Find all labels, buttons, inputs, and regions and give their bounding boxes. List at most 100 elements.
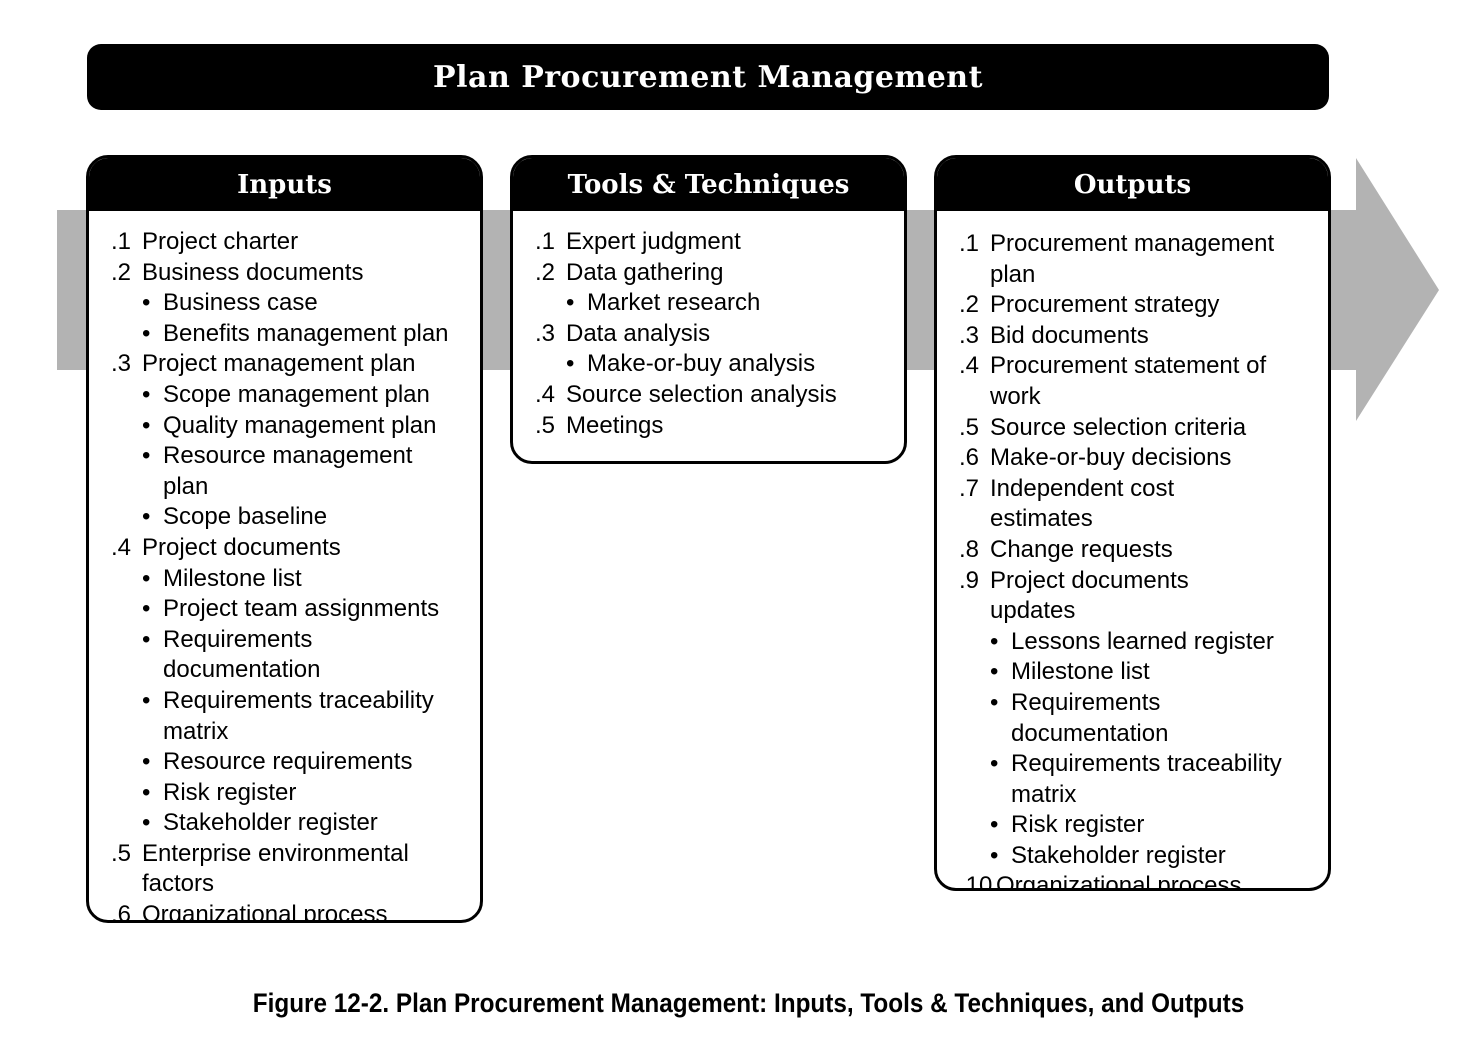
list-item: .8 Change requests bbox=[937, 535, 1328, 566]
item-text: Source selection criteria bbox=[990, 413, 1247, 441]
list-item: .5 Meetings bbox=[513, 411, 904, 442]
item-number: .3 bbox=[535, 319, 556, 347]
list-subitem: • Risk register bbox=[89, 778, 480, 809]
inputs-heading: Inputs bbox=[237, 169, 332, 200]
figure-caption: Figure 12-2. Plan Procurement Management… bbox=[252, 988, 1245, 1018]
item-text: Project documents updates bbox=[990, 566, 1189, 625]
inputs-box: Inputs .1 Project charter .2 Business docum… bbox=[86, 155, 483, 923]
bullet-icon: • bbox=[142, 595, 151, 623]
item-number: .5 bbox=[111, 839, 132, 867]
list-subitem: • Project team assignments bbox=[89, 594, 480, 625]
subitem-text: Business case bbox=[163, 289, 318, 317]
list-subitem: • Scope baseline bbox=[89, 502, 480, 533]
bullet-icon: • bbox=[566, 350, 575, 378]
list-item: .6 Organizational process assets bbox=[89, 900, 480, 923]
list-subitem: • Resource requirements bbox=[89, 747, 480, 778]
subitem-text: Requirements documentation bbox=[163, 625, 321, 684]
subitem-text: Market research bbox=[587, 289, 761, 317]
subitem-text: Requirements documentation bbox=[1011, 688, 1169, 747]
item-text: Project management plan bbox=[142, 350, 416, 378]
list-subitem: • Quality management plan bbox=[89, 411, 480, 442]
list-subitem: • Requirements documentation bbox=[937, 688, 1328, 749]
diagram-title: Plan Procurement Management bbox=[433, 59, 983, 95]
inputs-list: .1 Project charter .2 Business documents • Bu… bbox=[89, 211, 480, 923]
item-text: Organizational process assets bbox=[142, 901, 388, 923]
list-item: .5 Source selection criteria bbox=[937, 413, 1328, 444]
bullet-icon: • bbox=[566, 289, 575, 317]
list-subitem: • Stakeholder register bbox=[89, 808, 480, 839]
subitem-text: Risk register bbox=[163, 778, 297, 806]
inputs-header: Inputs bbox=[89, 158, 480, 211]
item-number: .2 bbox=[111, 258, 132, 286]
item-number: .2 bbox=[535, 258, 556, 286]
bullet-icon: • bbox=[142, 564, 151, 592]
item-text: Project documents bbox=[142, 533, 341, 561]
item-text: Enterprise environmental factors bbox=[142, 839, 409, 898]
list-subitem: • Benefits management plan bbox=[89, 319, 480, 350]
bullet-icon: • bbox=[142, 380, 151, 408]
item-text: Expert judgment bbox=[566, 228, 741, 255]
list-subitem: • Requirements traceability matrix bbox=[937, 749, 1328, 810]
subitem-text: Milestone list bbox=[1011, 658, 1150, 686]
item-number: .1 bbox=[959, 230, 980, 257]
item-text: Procurement management plan bbox=[990, 230, 1275, 288]
tools-header: Tools & Techniques bbox=[513, 158, 904, 211]
item-text: Business documents bbox=[142, 258, 364, 286]
subitem-text: Make-or-buy analysis bbox=[587, 350, 816, 378]
subitem-text: Project team assignments bbox=[163, 595, 440, 623]
bullet-icon: • bbox=[990, 688, 999, 716]
item-number: .5 bbox=[535, 411, 556, 439]
list-subitem: • Make-or-buy analysis bbox=[513, 349, 904, 380]
bullet-icon: • bbox=[142, 809, 151, 837]
subitem-text: Scope baseline bbox=[163, 503, 328, 531]
outputs-heading: Outputs bbox=[1073, 169, 1192, 200]
list-item: .2 Business documents bbox=[89, 258, 480, 289]
bullet-icon: • bbox=[990, 841, 999, 869]
list-item: .1 Procurement management plan bbox=[937, 229, 1328, 290]
item-text: Project charter bbox=[142, 228, 299, 255]
list-subitem: • Business case bbox=[89, 288, 480, 319]
list-item: .1 Project charter bbox=[89, 227, 480, 258]
item-number: .3 bbox=[111, 350, 132, 378]
list-subitem: • Stakeholder register bbox=[937, 841, 1328, 872]
list-item: .3 Data analysis bbox=[513, 319, 904, 350]
item-number: .7 bbox=[959, 474, 980, 502]
item-number: .6 bbox=[959, 444, 980, 472]
diagram-title-bar: Plan Procurement Management bbox=[87, 44, 1329, 110]
item-number: .4 bbox=[959, 352, 980, 380]
item-number: .4 bbox=[535, 380, 556, 408]
list-item: .4 Project documents bbox=[89, 533, 480, 564]
item-number: .6 bbox=[111, 901, 132, 923]
list-subitem: • Resource management plan bbox=[89, 441, 480, 502]
list-item: .9 Project documents updates bbox=[937, 566, 1328, 627]
bullet-icon: • bbox=[990, 811, 999, 839]
bullet-icon: • bbox=[142, 289, 151, 317]
item-number: .9 bbox=[959, 566, 980, 594]
outputs-header: Outputs bbox=[937, 158, 1328, 211]
item-number: .10 bbox=[959, 872, 993, 891]
item-text: Bid documents bbox=[990, 321, 1149, 349]
list-subitem: • Scope management plan bbox=[89, 380, 480, 411]
item-number: .3 bbox=[959, 321, 980, 349]
outputs-box: Outputs .1 Procurement management plan .2 P… bbox=[934, 155, 1331, 891]
tools-box: Tools & Techniques .1 Expert judgment .2 Da… bbox=[510, 155, 907, 464]
list-item: .5 Enterprise environmental factors bbox=[89, 839, 480, 900]
item-text: Data analysis bbox=[566, 319, 711, 347]
bullet-icon: • bbox=[990, 750, 999, 778]
bullet-icon: • bbox=[142, 319, 151, 347]
item-number: .1 bbox=[535, 228, 556, 255]
list-item: .7 Independent cost estimates bbox=[937, 474, 1328, 535]
subitem-text: Quality management plan bbox=[163, 411, 437, 439]
item-number: .4 bbox=[111, 533, 132, 561]
list-item: .2 Procurement strategy bbox=[937, 290, 1328, 321]
subitem-text: Scope management plan bbox=[163, 380, 430, 408]
list-subitem: • Milestone list bbox=[89, 564, 480, 595]
list-item: .2 Data gathering bbox=[513, 258, 904, 289]
bullet-icon: • bbox=[142, 442, 151, 470]
item-text: Meetings bbox=[566, 411, 664, 439]
bullet-icon: • bbox=[142, 748, 151, 776]
bullet-icon: • bbox=[142, 686, 151, 714]
subitem-text: Benefits management plan bbox=[163, 319, 449, 347]
item-text: Procurement strategy bbox=[990, 291, 1220, 319]
list-item: .3 Bid documents bbox=[937, 321, 1328, 352]
